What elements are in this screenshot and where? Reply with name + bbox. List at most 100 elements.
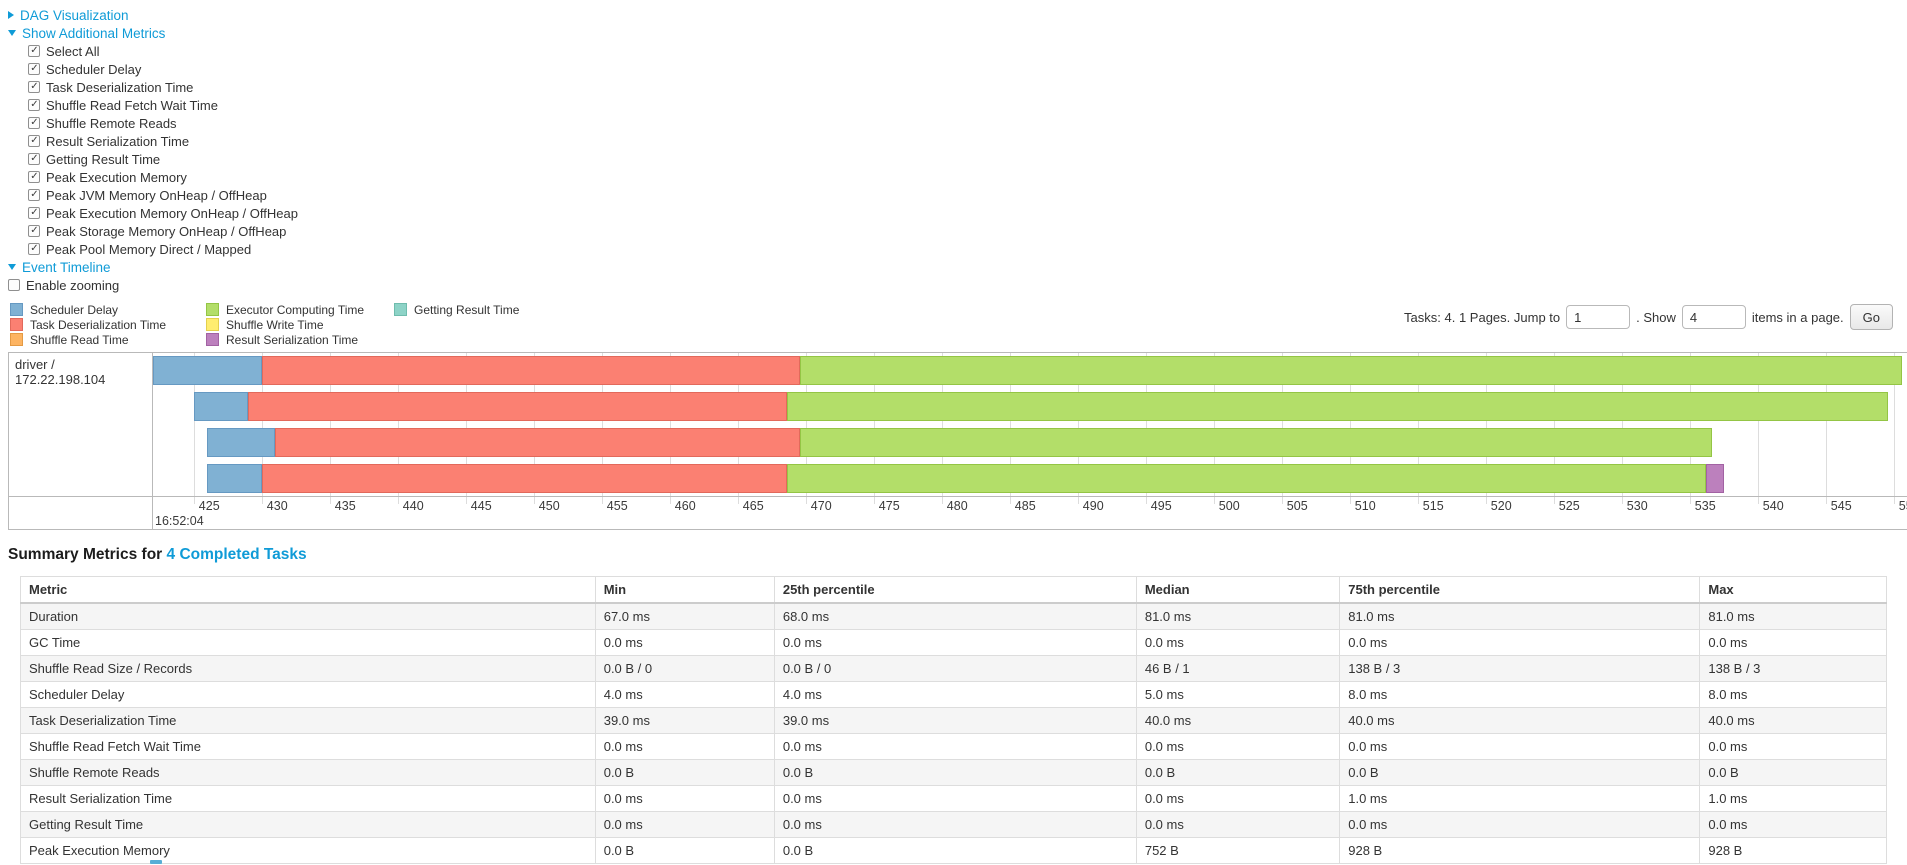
- enable-zooming-checkbox[interactable]: Enable zooming: [8, 276, 1907, 294]
- column-header-min[interactable]: Min: [594, 576, 775, 604]
- axis-tick-label: 465: [742, 499, 764, 513]
- items-per-page-input[interactable]: [1681, 305, 1746, 329]
- completed-tasks-link[interactable]: 4 Completed Tasks: [166, 546, 307, 563]
- checkbox-icon[interactable]: [28, 117, 40, 129]
- task-bar-executor_computing[interactable]: [800, 428, 1712, 457]
- task-bar-result_serialization[interactable]: [1706, 464, 1724, 493]
- metric-checkbox-peak-pool-memory-direct-mapped[interactable]: Peak Pool Memory Direct / Mapped: [28, 240, 1907, 258]
- checkbox-icon[interactable]: [28, 243, 40, 255]
- checkbox-label: Shuffle Read Fetch Wait Time: [46, 97, 218, 113]
- axis-tick: [805, 497, 807, 504]
- checkbox-label: Scheduler Delay: [46, 61, 142, 77]
- column-header-max[interactable]: Max: [1699, 576, 1887, 604]
- checkbox-icon[interactable]: [28, 171, 40, 183]
- metric-checkbox-peak-execution-memory-onheap-offheap[interactable]: Peak Execution Memory OnHeap / OffHeap: [28, 204, 1907, 222]
- legend-swatch-icon: [394, 303, 407, 316]
- column-header-median[interactable]: Median: [1135, 576, 1341, 604]
- legend-item-getting-result-time: Getting Result Time: [394, 302, 519, 317]
- table-row-duration: Duration 67.0 ms 68.0 ms 81.0 ms 81.0 ms 81.0…: [20, 602, 1887, 630]
- checkbox-icon[interactable]: [28, 153, 40, 165]
- axis-tick-label: 500: [1218, 499, 1240, 513]
- table-cell: 4.0 ms: [594, 681, 775, 708]
- metric-checkbox-peak-jvm-memory-onheap-offheap[interactable]: Peak JVM Memory OnHeap / OffHeap: [28, 186, 1907, 204]
- checkbox-icon[interactable]: [28, 63, 40, 75]
- checkbox-icon[interactable]: [28, 81, 40, 93]
- checkbox-icon[interactable]: [8, 279, 20, 291]
- task-bar-executor_computing[interactable]: [786, 392, 1889, 421]
- go-button[interactable]: Go: [1849, 304, 1893, 330]
- metric-checkbox-getting-result-time[interactable]: Getting Result Time: [28, 150, 1907, 168]
- task-bar-scheduler_delay[interactable]: [193, 392, 249, 421]
- axis-tick-label: 510: [1354, 499, 1376, 513]
- metric-checkbox-result-serialization-time[interactable]: Result Serialization Time: [28, 132, 1907, 150]
- legend-label: Getting Result Time: [414, 302, 520, 317]
- axis-tick-label: 520: [1490, 499, 1512, 513]
- metric-checkbox-shuffle-remote-reads[interactable]: Shuffle Remote Reads: [28, 114, 1907, 132]
- legend-label: Result Serialization Time: [226, 332, 359, 347]
- checkbox-icon[interactable]: [28, 99, 40, 111]
- axis-gridline: [1485, 353, 1487, 496]
- task-bar-executor_computing[interactable]: [800, 356, 1902, 385]
- metric-checkbox-shuffle-read-fetch-wait-time[interactable]: Shuffle Read Fetch Wait Time: [28, 96, 1907, 114]
- legend-item-scheduler-delay: Scheduler Delay: [10, 302, 206, 317]
- checkbox-icon[interactable]: [28, 135, 40, 147]
- axis-gridline: [397, 353, 399, 496]
- checkbox-label: Result Serialization Time: [46, 133, 190, 149]
- event-timeline-toggle[interactable]: Event Timeline: [8, 258, 1907, 276]
- metric-checkbox-task-deserialization-time[interactable]: Task Deserialization Time: [28, 78, 1907, 96]
- checkbox-label: Peak JVM Memory OnHeap / OffHeap: [46, 187, 267, 203]
- task-bar-scheduler_delay[interactable]: [207, 464, 262, 493]
- axis-tick: [261, 497, 263, 504]
- axis-gridline: [1145, 353, 1147, 496]
- table-cell: 0.0 ms: [1339, 733, 1701, 760]
- task-bar-scheduler_delay[interactable]: [153, 356, 262, 385]
- show-additional-metrics-toggle[interactable]: Show Additional Metrics: [8, 24, 1907, 42]
- axis-tick-label: 440: [402, 499, 424, 513]
- column-header-25th-percentile[interactable]: 25th percentile: [773, 576, 1137, 604]
- axis-gridline: [1553, 353, 1555, 496]
- axis-tick-label: 475: [878, 499, 900, 513]
- task-bar-deserialization[interactable]: [275, 428, 801, 457]
- task-bar-deserialization[interactable]: [248, 392, 787, 421]
- table-cell: 0.0 B / 0: [594, 655, 775, 682]
- axis-gridline: [805, 353, 807, 496]
- jump-to-page-input[interactable]: [1566, 305, 1631, 329]
- task-bar-deserialization[interactable]: [261, 464, 787, 493]
- axis-gridline: [1825, 353, 1827, 496]
- axis-tick-label: 505: [1286, 499, 1308, 513]
- checkbox-label: Getting Result Time: [46, 151, 161, 167]
- task-bar-scheduler_delay[interactable]: [207, 428, 276, 457]
- checkbox-icon[interactable]: [28, 189, 40, 201]
- axis-tick-label: 535: [1694, 499, 1716, 513]
- axis-gridline: [1689, 353, 1691, 496]
- pagination-mid-text: . Show: [1636, 309, 1676, 325]
- task-bar-executor_computing[interactable]: [786, 464, 1707, 493]
- checkbox-icon[interactable]: [28, 225, 40, 237]
- table-row-peak-execution-memory: Peak Execution Memory 0.0 B 0.0 B 752 B 928 …: [20, 837, 1887, 864]
- checkbox-icon[interactable]: [28, 45, 40, 57]
- event-timeline-label: Event Timeline: [22, 259, 111, 275]
- table-body: Duration 67.0 ms 68.0 ms 81.0 ms 81.0 ms 81.0…: [20, 602, 1887, 864]
- task-bar-deserialization[interactable]: [261, 356, 801, 385]
- table-cell: 0.0 ms: [1135, 733, 1341, 760]
- axis-tick: [1417, 497, 1419, 504]
- chevron-right-icon: [8, 11, 14, 19]
- axis-tick-label: 525: [1558, 499, 1580, 513]
- metric-checkbox-scheduler-delay[interactable]: Scheduler Delay: [28, 60, 1907, 78]
- timeline-legend: Scheduler Delay Task Deserialization Time…: [10, 302, 1907, 347]
- table-cell: Peak Execution Memory: [20, 837, 596, 864]
- axis-gridline: [465, 353, 467, 496]
- table-cell: 0.0 ms: [1339, 811, 1701, 838]
- table-cell: 0.0 B: [594, 837, 775, 864]
- metric-checkbox-peak-execution-memory[interactable]: Peak Execution Memory: [28, 168, 1907, 186]
- axis-tick: [1689, 497, 1691, 504]
- table-cell: GC Time: [20, 629, 596, 656]
- metric-checkbox-select-all[interactable]: Select All: [28, 42, 1907, 60]
- checkbox-icon[interactable]: [28, 207, 40, 219]
- column-header-75th-percentile[interactable]: 75th percentile: [1339, 576, 1701, 604]
- dag-visualization-toggle[interactable]: DAG Visualization: [8, 6, 1907, 24]
- column-header-metric[interactable]: Metric: [20, 576, 596, 604]
- axis-tick-label: 480: [946, 499, 968, 513]
- metric-checkbox-peak-storage-memory-onheap-offheap[interactable]: Peak Storage Memory OnHeap / OffHeap: [28, 222, 1907, 240]
- axis-tick: [1825, 497, 1827, 504]
